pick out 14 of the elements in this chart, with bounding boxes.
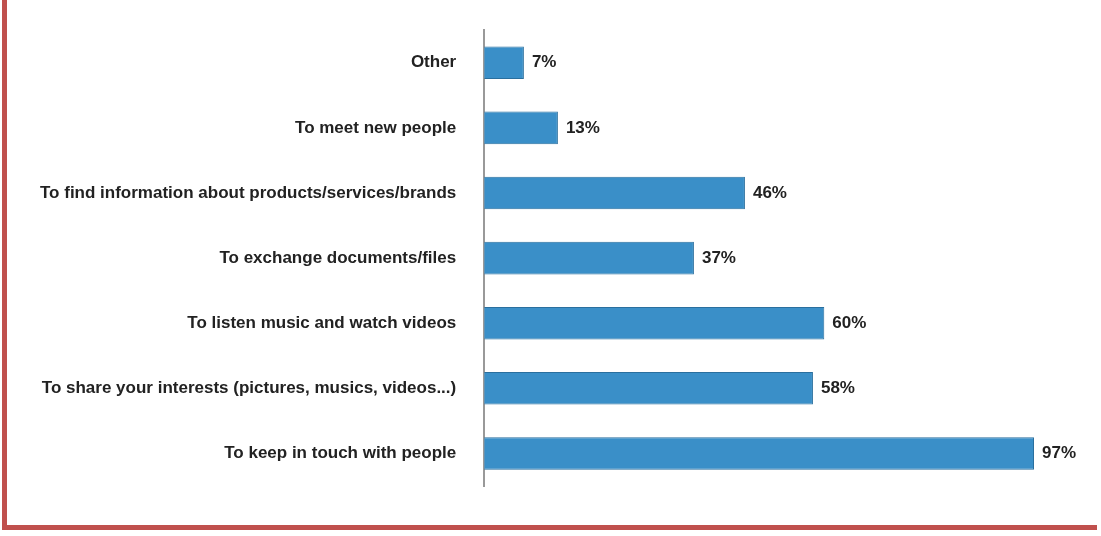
data-label: 46% [752, 182, 787, 202]
y-tick-label: To share your interests (pictures, musics, videos...) [41, 378, 457, 398]
y-tick-label: To listen music and watch videos [187, 312, 457, 332]
y-tick-label: To exchange documents/files [219, 247, 457, 267]
data-label: 13% [565, 117, 600, 137]
data-label: 37% [701, 247, 736, 267]
data-label: 7% [531, 52, 557, 72]
data-label: 60% [832, 312, 867, 332]
data-label: 97% [1042, 443, 1077, 463]
y-tick-label: To keep in touch with people [224, 443, 457, 463]
y-tick-label: To meet new people [295, 117, 457, 137]
y-tick-label: To find information about products/services/brands [39, 182, 457, 202]
y-tick-label: Other [410, 52, 457, 72]
data-label: 58% [820, 378, 855, 398]
